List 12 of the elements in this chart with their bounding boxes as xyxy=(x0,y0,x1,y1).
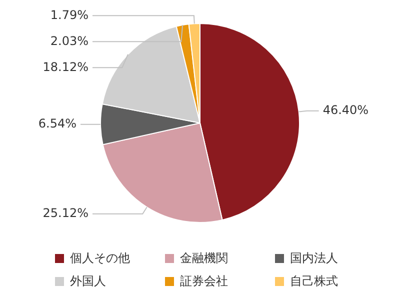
data-label: 18.12% xyxy=(42,60,88,74)
data-label: 46.40% xyxy=(322,102,369,117)
data-label: 1.79% xyxy=(50,8,88,22)
legend-label: 自己株式 xyxy=(290,273,338,290)
data-label: 6.54% xyxy=(38,116,77,131)
legend-label: 外国人 xyxy=(70,273,106,290)
legend-label: 金融機関 xyxy=(180,250,228,267)
legend-label: 証券会社 xyxy=(180,273,228,290)
legend-label: 個人その他 xyxy=(70,250,130,267)
legend-label: 国内法人 xyxy=(290,250,338,267)
data-label: 25.12% xyxy=(42,206,88,220)
data-label: 2.03% xyxy=(50,34,88,48)
